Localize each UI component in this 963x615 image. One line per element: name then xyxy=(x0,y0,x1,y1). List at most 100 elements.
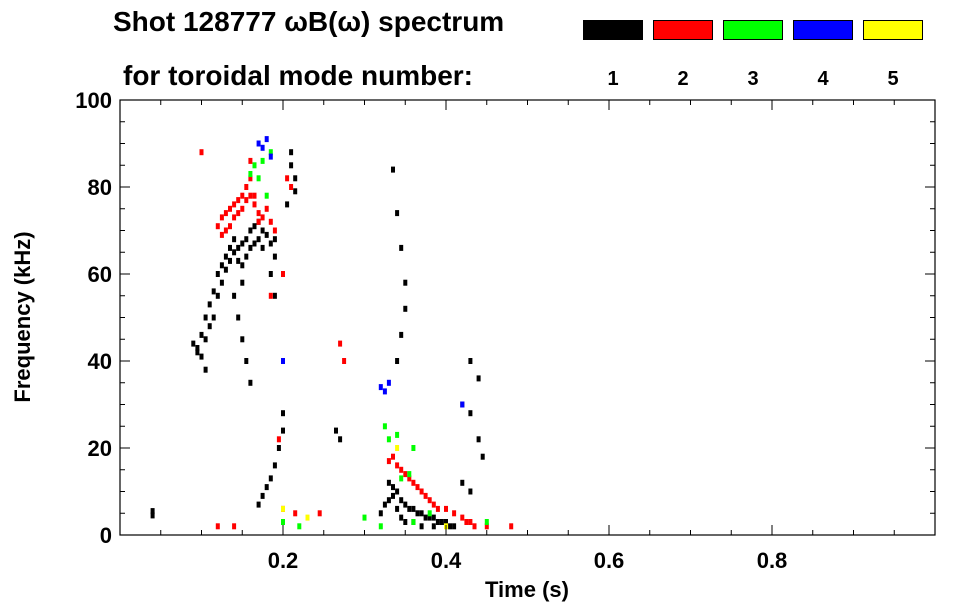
spectrum-point xyxy=(260,244,265,251)
legend-label-mode-3: 3 xyxy=(747,68,759,90)
spectrum-point xyxy=(236,314,241,321)
spectrum-point xyxy=(509,523,514,530)
spectrum-point xyxy=(289,149,294,156)
spectrum-point xyxy=(268,292,273,299)
spectrum-point xyxy=(199,149,204,156)
spectrum-point xyxy=(150,512,155,519)
spectrum-point xyxy=(382,388,387,395)
spectrum-point xyxy=(464,519,469,525)
spectrum-point xyxy=(240,240,245,247)
spectrum-point xyxy=(399,466,404,473)
spectrum-point xyxy=(268,240,273,247)
spectrum-point xyxy=(248,244,253,251)
spectrum-point xyxy=(407,471,412,478)
spectrum-point xyxy=(293,188,298,195)
spectrum-point xyxy=(391,492,395,499)
plot-frame xyxy=(119,99,936,536)
spectrum-point xyxy=(399,475,404,482)
spectrum-point xyxy=(395,210,400,217)
spectrum-point xyxy=(272,227,277,234)
spectrum-point xyxy=(427,510,432,517)
spectrum-point xyxy=(232,236,237,243)
spectrum-point xyxy=(240,336,245,343)
spectrum-point xyxy=(448,523,453,530)
spectrum-point xyxy=(395,445,400,451)
spectrum-point xyxy=(211,288,216,295)
spectrum-point xyxy=(395,505,400,512)
series-mode-2 xyxy=(199,149,514,530)
spectrum-point xyxy=(460,401,465,408)
spectrum-point xyxy=(260,492,265,499)
spectrum-point xyxy=(252,223,257,230)
spectrum-point xyxy=(427,514,432,521)
spectrum-point xyxy=(260,214,265,221)
spectrum-point xyxy=(281,271,285,277)
spectrum-point xyxy=(484,523,489,530)
spectrum-point xyxy=(219,262,224,269)
spectrum-point xyxy=(281,427,285,434)
spectrum-point xyxy=(272,253,277,260)
spectrum-point xyxy=(399,331,404,338)
spectrum-point xyxy=(281,505,285,512)
spectrum-point xyxy=(244,236,249,243)
spectrum-point xyxy=(419,510,424,517)
spectrum-point xyxy=(399,497,404,504)
spectrum-point xyxy=(264,484,269,491)
chart-title: Shot 128777 ωB(ω) spectrum xyxy=(113,6,505,37)
spectrum-point xyxy=(240,205,245,212)
spectrum-point xyxy=(252,192,257,199)
spectrum-point xyxy=(199,353,204,360)
spectrum-point xyxy=(203,314,208,321)
spectrum-point xyxy=(215,523,220,530)
spectrum-point xyxy=(207,323,212,330)
spectrum-point xyxy=(211,314,216,321)
legend-swatch-mode-5 xyxy=(863,20,923,40)
spectrum-point xyxy=(244,184,249,190)
spectrum-point xyxy=(411,519,416,525)
spectrum-point xyxy=(431,523,436,530)
spectrum-point xyxy=(203,336,208,343)
spectrum-point xyxy=(419,488,424,495)
spectrum-point xyxy=(484,519,489,525)
spectrum-point xyxy=(203,366,208,373)
spectrum-point xyxy=(435,519,440,525)
axis-ticks: 0.2 0.4 0.6 0.8 0 20 40 60 80 100 xyxy=(75,88,935,573)
spectrum-point xyxy=(395,358,400,364)
spectrum-point xyxy=(476,375,481,382)
spectrum-point xyxy=(439,519,444,525)
y-tick-label: 0 xyxy=(100,523,112,548)
spectrum-point xyxy=(240,279,245,286)
spectrum-point xyxy=(244,253,249,260)
x-tick-label: 0.2 xyxy=(268,548,299,573)
spectrum-point xyxy=(431,501,436,508)
legend-swatch-mode-1 xyxy=(583,20,643,40)
spectrum-point xyxy=(228,223,232,230)
spectrum-point xyxy=(386,379,391,386)
spectrum-point xyxy=(260,157,265,164)
spectrum-point xyxy=(223,227,228,234)
spectrum-point xyxy=(342,358,347,364)
spectrum-point xyxy=(317,510,322,517)
spectrum-point xyxy=(228,205,232,212)
spectrum-point xyxy=(435,505,440,512)
spectrum-point xyxy=(468,410,473,417)
spectrum-point xyxy=(207,301,212,308)
spectrum-point xyxy=(386,458,391,465)
spectrum-point xyxy=(460,514,465,521)
spectrum-point xyxy=(240,192,245,199)
spectrum-point xyxy=(338,436,343,443)
spectrum-point xyxy=(268,153,273,160)
spectrum-point xyxy=(415,510,420,517)
spectrum-point xyxy=(378,384,383,391)
spectrum-point xyxy=(415,484,420,491)
spectrum-point xyxy=(468,488,473,495)
spectrum-point xyxy=(215,292,220,299)
y-tick-label: 100 xyxy=(75,88,112,113)
spectrum-point xyxy=(334,427,338,434)
spectrum-point xyxy=(382,501,387,508)
spectrum-point xyxy=(419,523,424,530)
spectrum-point xyxy=(386,436,391,443)
spectrogram-marks xyxy=(150,136,514,530)
x-tick-label: 0.4 xyxy=(431,548,462,573)
spectrum-point xyxy=(256,236,261,243)
